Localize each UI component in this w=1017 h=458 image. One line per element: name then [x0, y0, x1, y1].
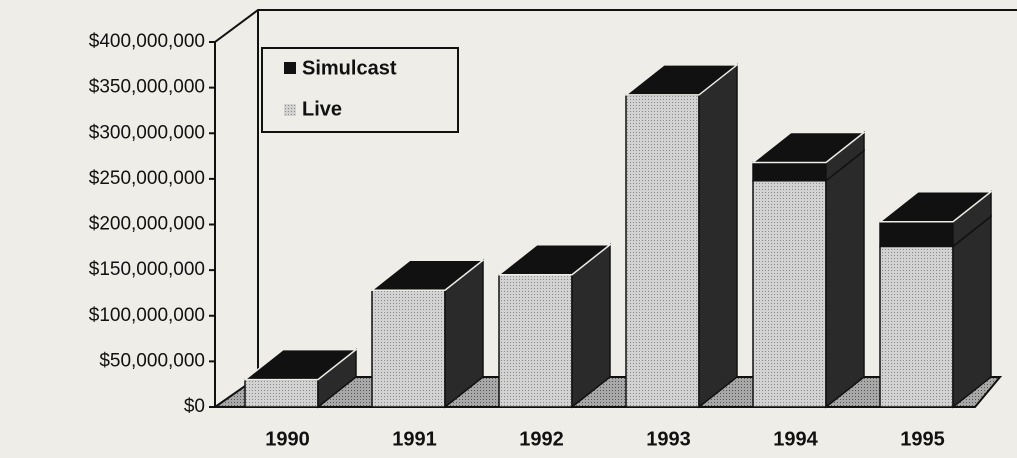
bar-segment: [498, 273, 573, 408]
x-tick-label: 1993: [646, 428, 691, 450]
x-tick-label: 1990: [265, 428, 310, 450]
bar-segment: [879, 245, 954, 408]
y-tick-label: $300,000,000: [89, 122, 205, 143]
bar-segment: [879, 221, 954, 248]
bar-side: [698, 63, 738, 409]
bar-top: [369, 259, 486, 291]
bar-side: [952, 214, 992, 409]
bar-top: [496, 243, 613, 276]
y-tick-label: $0: [184, 396, 205, 417]
legend-swatch: [284, 62, 296, 74]
bar-top: [750, 131, 867, 164]
legend-label: Simulcast: [302, 57, 397, 79]
x-tick-label: 1994: [773, 428, 818, 450]
bar-side: [825, 149, 865, 409]
y-tick-label: $100,000,000: [89, 305, 205, 326]
plot: [242, 63, 994, 409]
bar-top: [623, 64, 740, 96]
bar-segment: [244, 378, 319, 408]
y-tick-label: $150,000,000: [89, 259, 205, 280]
bar-segment: [752, 179, 827, 408]
y-tick-label: $50,000,000: [99, 350, 205, 371]
legend-label: Live: [302, 98, 342, 120]
bar-segment: [371, 289, 446, 408]
x-tick-label: 1995: [900, 428, 945, 450]
bar-top: [242, 348, 359, 381]
y-tick-label: $250,000,000: [89, 168, 205, 189]
bar-top: [877, 191, 994, 223]
y-tick-label: $350,000,000: [89, 77, 205, 98]
bar-segment: [752, 161, 827, 182]
y-tick-label: $400,000,000: [89, 31, 205, 52]
x-tick-label: 1991: [392, 428, 437, 450]
legend: Simulcast Live: [261, 47, 459, 133]
x-tick-label: 1992: [519, 428, 564, 450]
y-tick-label: $200,000,000: [89, 214, 205, 235]
legend-swatch: [284, 104, 296, 116]
bar-segment: [625, 94, 700, 408]
